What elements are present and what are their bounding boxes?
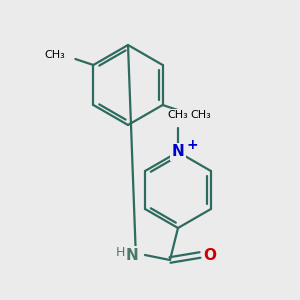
Text: N: N <box>172 145 184 160</box>
Text: O: O <box>203 248 217 262</box>
Text: CH₃: CH₃ <box>190 110 212 120</box>
Text: +: + <box>186 138 198 152</box>
Text: CH₃: CH₃ <box>168 110 188 120</box>
Text: H: H <box>115 247 125 260</box>
Text: CH₃: CH₃ <box>45 50 65 60</box>
Text: N: N <box>126 248 138 262</box>
